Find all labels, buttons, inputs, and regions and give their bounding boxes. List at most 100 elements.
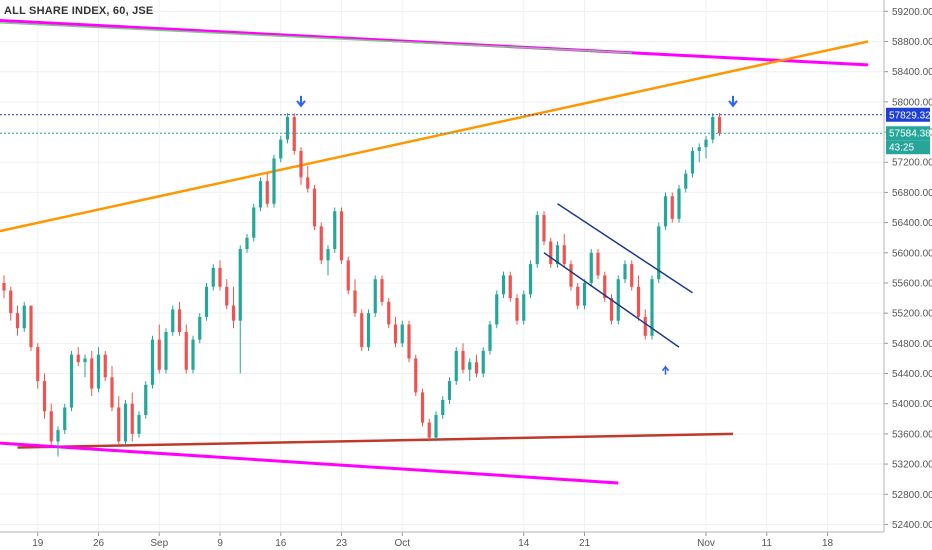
orange-trend-line[interactable] [0, 40, 869, 233]
candle-body [299, 150, 303, 178]
candle-body [501, 275, 506, 295]
candle [83, 354, 87, 378]
candle [36, 343, 40, 389]
last-price-badge-text: 57584.38 [889, 129, 931, 140]
high-price-badge: 57829.32 [886, 107, 931, 122]
y-tick-label: 52800.00 [892, 490, 932, 501]
y-tick-label: 58800.00 [892, 37, 932, 48]
candle-body [711, 116, 715, 140]
candle [231, 286, 236, 329]
candle-body [366, 313, 371, 348]
candle-body [542, 215, 546, 242]
candle [427, 418, 431, 442]
candle [400, 320, 404, 348]
candle-body [130, 403, 134, 434]
candle-body [144, 384, 148, 416]
x-tick-label: 9 [217, 538, 223, 549]
candle [123, 399, 128, 446]
y-tick-label: 56000.00 [892, 248, 932, 259]
candle [704, 135, 708, 159]
candle [339, 207, 344, 265]
candle-body [184, 332, 188, 370]
candle-body [495, 294, 499, 325]
candle-body [528, 264, 533, 295]
candle [589, 249, 593, 287]
candle-body [522, 294, 526, 321]
candle [447, 377, 452, 404]
candle [29, 305, 33, 351]
candle-body [515, 298, 519, 321]
candle [150, 335, 155, 389]
candle [211, 264, 215, 291]
candle [650, 275, 654, 340]
candle [306, 166, 310, 193]
channel-lower-line[interactable] [543, 252, 680, 348]
candle-body [96, 354, 101, 389]
candle-body [576, 286, 580, 306]
candle [346, 256, 350, 295]
candle [623, 260, 627, 283]
y-tick-label: 57200.00 [892, 158, 932, 169]
channel-upper-line[interactable] [557, 203, 693, 294]
candle [49, 403, 53, 446]
candle [177, 301, 182, 336]
candle-body [29, 305, 33, 348]
candle [76, 347, 80, 366]
candle [333, 207, 337, 253]
countdown-badge-text: 43:25 [889, 143, 914, 154]
candle [515, 294, 519, 325]
candle [285, 113, 290, 144]
candle [204, 282, 209, 321]
candle [225, 279, 229, 310]
drawing-layer [0, 95, 884, 375]
candle-body [555, 245, 560, 265]
candle [360, 309, 364, 351]
candle [366, 309, 371, 351]
candle-body [218, 267, 222, 287]
candle [495, 290, 499, 329]
candle-body [360, 313, 364, 348]
candle [522, 290, 526, 325]
candle [144, 381, 148, 419]
candle [542, 211, 546, 246]
candle-body [684, 173, 688, 189]
candle-body [15, 313, 20, 329]
candle [184, 324, 188, 374]
candle [299, 147, 303, 185]
candle-body [447, 381, 452, 400]
candle [582, 279, 587, 310]
magenta-bottom-line[interactable] [0, 441, 619, 485]
candle-body [258, 181, 263, 208]
y-tick-label: 58000.00 [892, 97, 932, 108]
magenta-top-line[interactable] [0, 19, 869, 67]
candle-body [616, 279, 620, 321]
candle [508, 271, 512, 302]
candle [171, 305, 175, 336]
red-support-line[interactable] [17, 432, 734, 449]
candle-body [333, 211, 337, 250]
countdown-badge-bg [886, 140, 930, 155]
candle-body [225, 286, 229, 306]
candle-body [596, 252, 600, 276]
candle [474, 354, 479, 378]
trendline-layer [0, 19, 869, 485]
candle [481, 347, 485, 378]
candle [690, 147, 695, 178]
candle [137, 411, 141, 438]
candle [393, 316, 398, 348]
candle-body [441, 399, 445, 416]
x-tick-label: 21 [579, 538, 591, 549]
candle-body [407, 324, 411, 359]
candle-body [657, 226, 661, 280]
green-top-line[interactable] [0, 22, 632, 54]
candle [22, 301, 26, 333]
candle-body [252, 207, 256, 238]
last-price-badge: 57584.38 [886, 126, 931, 141]
chart-title: ALL SHARE INDEX, 60, JSE [4, 5, 154, 17]
candle-body [191, 339, 195, 370]
candle-body [198, 316, 202, 340]
candle [636, 275, 641, 321]
y-tick-label: 56800.00 [892, 188, 932, 199]
candle-body [245, 237, 249, 250]
